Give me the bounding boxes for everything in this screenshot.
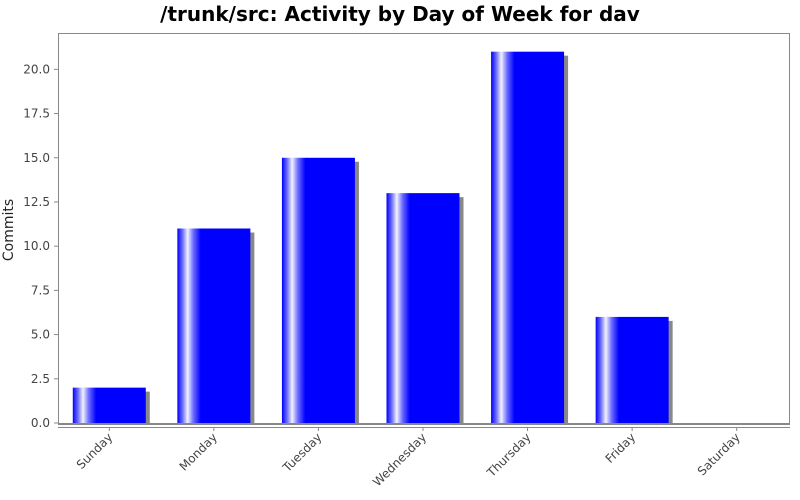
x-tick-label: Tuesday <box>279 430 324 475</box>
y-tick-label: 17.5 <box>23 107 50 121</box>
x-tick-label: Monday <box>177 430 220 473</box>
x-tick-label: Friday <box>603 430 639 466</box>
bar-wednesday <box>386 193 460 423</box>
x-tick-label: Wednesday <box>370 430 429 489</box>
x-axis: Sunday Monday Tuesday Wednesday Thursday Frid… <box>58 427 790 489</box>
y-tick-label: 20.0 <box>23 62 50 76</box>
y-axis-label: Commits <box>1 199 17 261</box>
y-axis: 0.0 2.5 5.0 7.5 10.0 12.5 15.0 17.5 20.0 <box>23 62 58 430</box>
x-tick-label: Thursday <box>484 430 534 480</box>
y-tick-label: 10.0 <box>23 239 50 253</box>
bar-thursday <box>491 51 565 423</box>
bar-monday <box>177 228 251 423</box>
bar-friday <box>595 316 669 423</box>
x-tick-label: Saturday <box>695 430 743 478</box>
y-tick-label: 15.0 <box>23 151 50 165</box>
bars <box>58 51 790 424</box>
bar-tuesday <box>281 157 355 424</box>
y-tick-label: 12.5 <box>23 195 50 209</box>
y-tick-label: 7.5 <box>31 283 50 297</box>
y-tick-label: 0.0 <box>31 416 50 430</box>
bar-sunday <box>72 387 146 423</box>
y-tick-label: 5.0 <box>31 328 50 342</box>
x-tick-label: Sunday <box>74 430 116 472</box>
y-tick-label: 2.5 <box>31 372 50 386</box>
chart-title: /trunk/src: Activity by Day of Week for … <box>160 2 640 26</box>
